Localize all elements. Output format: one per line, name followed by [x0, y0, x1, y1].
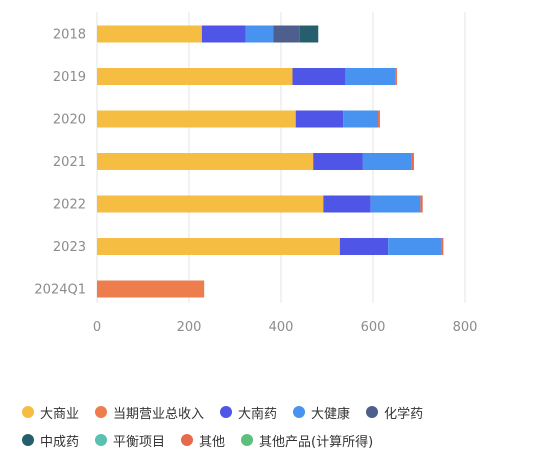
- bar-2023-series-3: [388, 238, 442, 255]
- bar-2021-series-2: [313, 153, 363, 170]
- bar-2020-series-7: [378, 110, 380, 128]
- legend-label: 当期营业总收入: [113, 406, 205, 422]
- stacked-bar-chart: 2018 2019 2020 2021 2022 2023 2024Q1 0 200 400 60…: [34, 12, 478, 335]
- bar-2020-series-0: [97, 110, 296, 128]
- bar-2021-series-3: [362, 153, 412, 170]
- category-label-2019: 2019: [53, 70, 86, 85]
- bar-2022-series-3: [370, 195, 421, 213]
- category-label-2021: 2021: [53, 155, 86, 170]
- legend-swatch: [22, 434, 34, 446]
- category-label-2018: 2018: [53, 28, 86, 43]
- x-tick-label-200: 200: [177, 320, 202, 335]
- bars: [97, 25, 444, 298]
- bar-2023-series-7: [441, 238, 444, 255]
- category-label-2023: 2023: [53, 240, 86, 255]
- bar-2020-series-3: [343, 110, 379, 128]
- bar-2019-series-3: [345, 68, 396, 85]
- bar-2024Q1-series-1: [97, 280, 205, 298]
- legend-swatch: [293, 406, 306, 418]
- legend-label: 平衡项目: [113, 434, 166, 450]
- legend-item-1[interactable]: 当期营业总收入: [95, 403, 204, 422]
- legend-swatch: [181, 434, 194, 446]
- legend-label: 大健康: [311, 406, 351, 422]
- bar-2020-series-2: [295, 110, 344, 128]
- legend-item-3[interactable]: 大健康: [293, 403, 350, 422]
- legend-item-7[interactable]: 其他: [181, 431, 225, 450]
- legend-swatch: [22, 406, 34, 418]
- x-axis-labels: 0 200 400 600 800: [93, 320, 478, 335]
- legend-label: 中成药: [40, 434, 80, 450]
- category-label-2020: 2020: [53, 113, 86, 128]
- bar-2019-series-7: [395, 68, 397, 85]
- y-axis-labels: 2018 2019 2020 2021 2022 2023 2024Q1: [34, 28, 86, 298]
- bar-2018-series-4: [273, 25, 300, 43]
- bar-2021-series-7: [411, 153, 414, 170]
- legend: 大商业 当期营业总收入 大南药 大健康 化学药中成药 平衡项目 其他 其他产品(计算所得): [22, 398, 542, 454]
- legend-row-0: 大商业 当期营业总收入 大南药 大健康 化学药: [22, 398, 542, 426]
- legend-swatch: [95, 434, 108, 446]
- legend-item-8[interactable]: 其他产品(计算所得): [241, 431, 373, 450]
- legend-label: 其他产品(计算所得): [259, 434, 374, 450]
- x-tick-label-600: 600: [361, 320, 386, 335]
- legend-label: 大南药: [238, 406, 278, 422]
- x-tick-label-400: 400: [269, 320, 294, 335]
- legend-item-0[interactable]: 大商业: [22, 403, 79, 422]
- bar-2022-series-2: [323, 195, 371, 213]
- legend-item-5[interactable]: 中成药: [22, 431, 79, 450]
- legend-swatch: [366, 406, 379, 418]
- legend-item-2[interactable]: 大南药: [220, 403, 277, 422]
- legend-label: 化学药: [384, 406, 424, 422]
- bar-2023-series-0: [97, 238, 340, 255]
- legend-item-6[interactable]: 平衡项目: [95, 431, 165, 450]
- legend-label: 大商业: [40, 406, 80, 422]
- bar-2018-series-0: [97, 25, 202, 43]
- bar-2022-series-0: [97, 195, 324, 213]
- category-label-2022: 2022: [53, 198, 86, 213]
- bar-2018-series-2: [201, 25, 246, 43]
- bar-2018-series-5: [299, 25, 319, 43]
- bar-2019-series-0: [97, 68, 293, 85]
- bar-2021-series-0: [97, 153, 314, 170]
- x-tick-label-800: 800: [453, 320, 478, 335]
- x-tick-label-0: 0: [93, 320, 101, 335]
- bar-2019-series-2: [292, 68, 346, 85]
- legend-row-1: 中成药 平衡项目 其他 其他产品(计算所得): [22, 426, 542, 454]
- legend-label: 其他: [199, 434, 226, 450]
- legend-swatch: [241, 434, 254, 446]
- bar-2023-series-2: [339, 238, 389, 255]
- legend-swatch: [95, 406, 108, 418]
- category-label-2024Q1: 2024Q1: [34, 283, 86, 298]
- bar-2018-series-3: [245, 25, 274, 43]
- legend-item-4[interactable]: 化学药: [366, 403, 423, 422]
- legend-swatch: [220, 406, 233, 418]
- bar-2022-series-7: [420, 195, 423, 213]
